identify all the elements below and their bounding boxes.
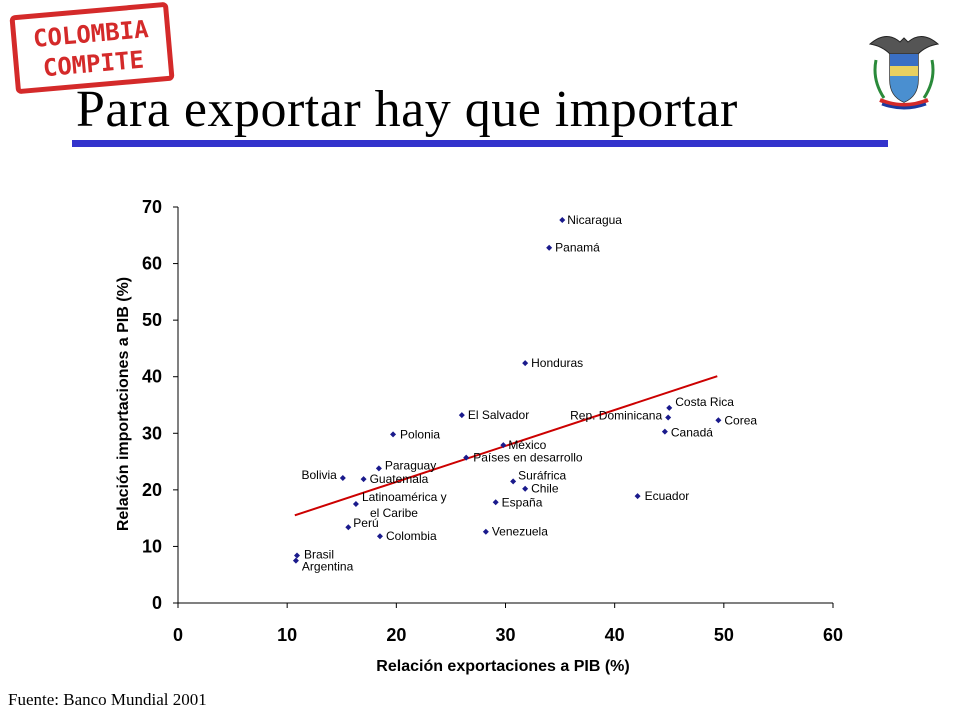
colombia-compite-logo: COLOMBIA COMPITE [9, 2, 175, 94]
page-title: Para exportar hay que importar [76, 81, 738, 138]
chart-axes: 0 10 20 30 40 50 60 0 10 20 30 40 50 60 70 [142, 197, 843, 645]
data-point [390, 431, 397, 438]
data-point [345, 524, 352, 531]
data-point [339, 474, 346, 481]
data-point [666, 404, 673, 411]
data-point [375, 465, 382, 472]
trendline [294, 375, 718, 517]
data-point [510, 478, 517, 485]
data-point [376, 533, 383, 540]
point-label: Paraguay [385, 458, 436, 472]
chart-points: Nicaragua Panamá Honduras El Salvador Rep. D… [292, 213, 757, 574]
point-label: Rep. Dominicana [570, 408, 662, 422]
data-point [360, 476, 367, 483]
data-point [634, 493, 641, 500]
y-tick-label: 0 [152, 593, 162, 613]
trendline-group [294, 375, 718, 517]
point-label: Nicaragua [567, 213, 622, 227]
data-point [500, 442, 507, 449]
y-tick-label: 40 [142, 367, 162, 387]
point-label: Canadá [671, 426, 713, 440]
point-label: Costa Rica [675, 395, 734, 409]
point-label: Brasil [304, 547, 334, 561]
y-tick-label: 50 [142, 310, 162, 330]
y-axis-label: Relación importaciones a PIB (%) [115, 277, 132, 531]
x-tick-label: 10 [277, 625, 297, 645]
point-label: Panamá [555, 241, 600, 255]
point-label: Venezuela [492, 525, 548, 539]
x-axis-label: Relación exportaciones a PIB (%) [376, 658, 629, 675]
y-tick-label: 30 [142, 423, 162, 443]
x-tick-label: 60 [823, 625, 843, 645]
point-label: Colombia [386, 529, 437, 543]
x-tick-label: 50 [714, 625, 734, 645]
data-point [522, 360, 529, 367]
point-label: Chile [531, 482, 559, 496]
data-point [292, 557, 299, 564]
point-label: México [508, 438, 546, 452]
colombia-coat-of-arms-icon [868, 36, 940, 110]
point-label: Argentina [302, 560, 354, 574]
x-tick-label: 40 [605, 625, 625, 645]
data-point [661, 428, 668, 435]
point-label: Latinoamérica y el Caribe [362, 490, 447, 520]
point-label: Países en desarrollo [473, 451, 583, 465]
point-label: Suráfrica [518, 468, 566, 482]
point-label: Corea [724, 413, 757, 427]
point-label: Polonia [400, 427, 440, 441]
point-label: Ecuador [645, 489, 690, 503]
title-rule [72, 140, 888, 147]
data-point [715, 417, 722, 424]
y-tick-label: 60 [142, 254, 162, 274]
data-point [522, 485, 529, 492]
point-label: España [502, 495, 543, 509]
x-tick-label: 30 [495, 625, 515, 645]
point-label: Honduras [531, 356, 583, 370]
data-point [482, 528, 489, 535]
x-tick-label: 0 [173, 625, 183, 645]
y-tick-label: 10 [142, 536, 162, 556]
data-point [463, 454, 470, 461]
data-point [352, 501, 359, 507]
data-point [559, 217, 566, 224]
point-label: Bolivia [301, 468, 337, 482]
data-point [546, 244, 553, 251]
data-point [665, 414, 672, 421]
y-tick-label: 20 [142, 480, 162, 500]
x-tick-label: 20 [386, 625, 406, 645]
data-point [492, 499, 499, 506]
source-note: Fuente: Banco Mundial 2001 [8, 690, 207, 709]
y-tick-label: 70 [142, 197, 162, 217]
point-label: Perú [353, 516, 378, 530]
point-label: Guatemala [370, 472, 429, 486]
data-point [458, 412, 465, 419]
point-label: El Salvador [468, 408, 529, 422]
data-point [293, 552, 300, 559]
